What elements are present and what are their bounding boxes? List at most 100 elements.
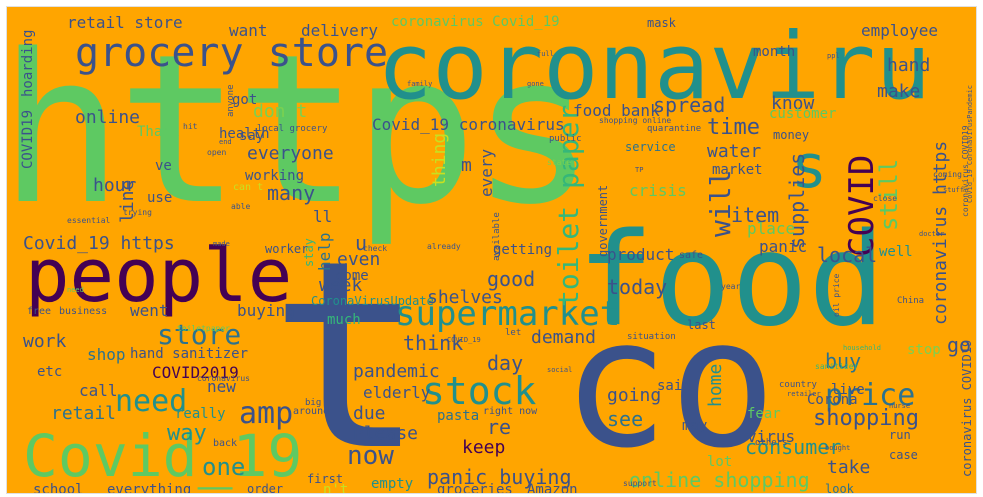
word-fear: fear [747,406,781,422]
word-virus: virus [747,427,796,446]
word-u: u [355,231,368,255]
word-re: re [487,415,512,439]
word-buying: buying [237,301,295,320]
word-coronavirus-covid-19-top: coronavirus Covid_19 [391,14,560,30]
word-make: make [877,81,921,102]
word-order: order [247,482,284,494]
word-product: product [607,245,675,264]
word-right-now: right now [483,406,538,417]
word-demand: demand [531,327,597,348]
word-price: price [825,378,916,413]
word-first: first [307,472,344,486]
word-go: go [947,333,972,357]
word-etc: etc [37,364,63,380]
word-full: full [537,50,554,58]
word-really: really [175,406,226,422]
word-local-grocery: local grocery [257,124,328,134]
word-run: run [889,428,911,442]
word-coronavirus-small: coronavirus [197,374,250,383]
word-service: service [625,140,676,154]
word-hit: hit [183,122,198,131]
word-supermarket: supermarket [395,294,621,334]
word-covid-19-coronaviruspandemic: Covid_19 CoronavirusPandemic [966,84,974,203]
word-end: end [219,138,232,146]
word-every: every [477,148,496,197]
word-ppl: ppl [827,52,840,60]
word-amazon: Amazon [527,482,578,494]
word-doctor: doctor [919,230,945,238]
word-close: close [873,194,898,203]
word-government: government [596,184,610,257]
word-crisis: crisis [629,181,687,200]
word-day: day [487,351,524,375]
word-oil-price: oil price [832,273,841,317]
word-family: family [407,80,433,88]
word-s: s [791,132,828,202]
word-able: able [231,202,251,211]
word-buy: buy [825,349,862,373]
word-help: help [315,232,334,271]
word-way: way [167,421,207,446]
word-china: China [897,296,925,306]
word-working: working [245,168,305,184]
word-public: public [549,134,582,144]
word-co: co [562,280,777,487]
word-want: want [229,21,268,40]
word-hand: hand [887,55,931,76]
word-stock: stock [422,369,537,413]
word-may: may [682,418,708,434]
word-case: case [889,448,918,462]
word-n-t: n't [323,482,349,494]
word-groceries: groceries [437,482,513,494]
word-ve: ve [155,158,172,174]
word-food: food [577,206,886,355]
word-nurse: nurse [889,402,911,410]
word-money: money [773,128,810,142]
word-food-bank: food bank [573,101,660,120]
word-trying: trying [123,208,152,217]
word-let: let [505,328,522,338]
word-today: today [607,275,668,299]
word-people: people [25,233,293,319]
word-store: store [157,318,242,351]
word-can-t: can t [233,182,264,193]
word-live: live [831,382,865,398]
word-water: water [707,141,762,162]
word-others: others [755,438,788,448]
word-retail: retail [51,403,117,424]
word-shop: shop [87,345,126,364]
word-local: local [817,243,878,267]
word-see: see [607,407,644,431]
word-covid-19-https: Covid_19 https [23,233,175,254]
word-hand-sanitizer: hand sanitizer [130,346,249,362]
word-take: take [827,457,871,478]
word-state: state [547,158,572,167]
word-one: one [202,453,246,481]
word-shopping-online: shopping online [599,116,672,125]
word-work: work [23,331,67,352]
word-health: health [219,126,270,142]
word-free: free [27,306,52,317]
word-social: social [547,366,573,374]
word-available: available [492,212,502,261]
word-t: t [269,206,426,494]
word-ll: ll [313,207,333,226]
word-hoarding: hoarding [20,29,36,97]
word-consumer: consumer [745,435,842,459]
word-know: know [771,93,815,114]
word-last: last [687,318,716,332]
word-covid-19-small: COVID_19 [447,336,481,344]
word-now: now [347,441,394,471]
word-got: got [232,92,258,108]
word-school: school [33,482,84,494]
word-covid: COVID [842,154,882,257]
word-panic: panic [759,237,808,256]
word-safe: safe [679,250,704,261]
word-call: call [79,381,118,400]
word-made: made [213,240,230,248]
word-back: back [213,438,238,449]
word-time: time [707,115,760,140]
word-toiletpaper: toiletpaper [177,324,230,333]
word-grocery-store: grocery store [75,30,389,76]
word-panic-buying: panic buying [427,465,572,489]
